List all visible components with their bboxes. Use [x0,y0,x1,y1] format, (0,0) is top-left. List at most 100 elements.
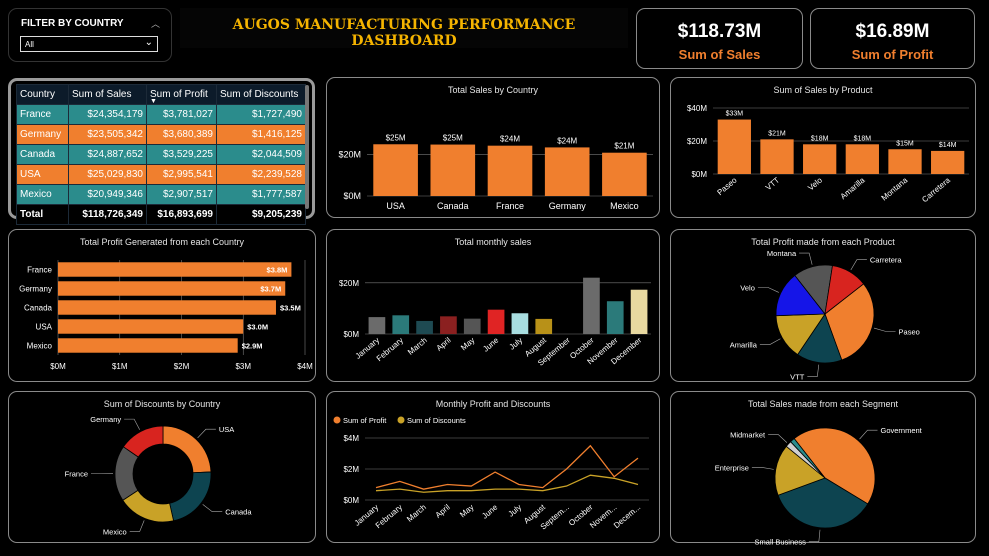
leader-line [873,327,896,332]
x-tick-label: Paseo [715,175,739,197]
chart-title: Sum of Discounts by Country [103,399,221,409]
value-cell: $2,995,541 [146,164,217,185]
table-header[interactable]: Sum of Profit ▼ [146,84,217,105]
x-tick-label: March [405,503,428,524]
leader-line [751,467,774,470]
table-header[interactable]: Sum of Sales [68,84,147,105]
value-cell: $3,529,225 [146,144,217,165]
table-header[interactable]: Sum of Discounts [216,84,306,105]
country-filter-dropdown[interactable]: All ⌄ [20,36,158,52]
total-cell: $9,205,239 [216,204,306,225]
data-label: $21M [614,142,634,151]
bar [845,144,879,174]
x-tick-label: March [406,336,429,357]
slice-label: VTT [790,373,805,382]
y-tick-label: Mexico [27,342,53,351]
value-cell: $24,887,652 [68,144,147,165]
table-scrollbar[interactable] [305,85,309,209]
filter-label: FILTER BY COUNTRY [21,18,124,29]
x-tick-label: Mexico [610,201,639,211]
x-tick-label: France [496,201,524,211]
pie-slice [169,471,212,522]
x-tick-label: Amarilla [839,175,867,201]
leader-line [807,364,820,377]
y-tick-label: $4M [343,434,359,443]
country-cell: Canada [16,144,69,165]
leader-line [757,287,779,293]
slice-label: France [65,469,88,478]
value-cell: $2,239,528 [216,164,306,185]
title-panel: AUGOS MANUFACTURING PERFORMANCE DASHBOAR… [180,8,628,49]
bar [888,149,922,174]
value-cell: $1,416,125 [216,124,306,145]
bar [803,144,837,174]
value-cell: $2,044,509 [216,144,306,165]
x-tick-label: Germany [549,201,587,211]
pie-slice [793,427,876,505]
y-tick-label: $2M [343,465,359,474]
table-header[interactable]: Country [16,84,69,105]
kpi-card-profit: $16.89M Sum of Profit [810,8,975,69]
filter-panel: FILTER BY COUNTRY ︿ All ⌄ [8,8,172,62]
country-table-panel: Country Sum of Sales Sum of Profit ▼ Sum … [8,78,315,225]
data-label: $2.9M [242,342,263,351]
discounts-by-country-panel: Sum of Discounts by Country USA Canada Mex… [8,391,316,543]
x-tick-label: $3M [235,362,251,371]
slice-label: Midmarket [730,430,766,439]
value-cell: $25,029,830 [68,164,147,185]
value-cell: $1,727,490 [216,104,306,125]
sales-by-product-panel: Sum of Sales by Product $0M $20M $40M $33M P… [670,77,976,218]
page-title: AUGOS MANUFACTURING PERFORMANCE DASHBOAR… [232,17,576,49]
x-tick-label: VTT [764,176,781,193]
pie-slice [790,438,826,479]
slice-label: Germany [90,415,121,424]
monthly-sales-panel: Total monthly sales $0M $20M January Februa… [326,229,660,382]
pie-slice [774,445,826,496]
leader-line [124,418,140,430]
table-row[interactable]: France $24,354,179 $3,781,027 $1,727,490 [16,104,306,125]
chart-title: Total Profit made from each Product [751,237,895,247]
profit-by-product-panel: Total Profit made from each Product Pase… [670,229,976,382]
bar [602,152,647,196]
y-tick-label: $20M [338,150,361,160]
x-tick-label: Velo [806,175,824,192]
value-cell: $23,505,342 [68,124,147,145]
bar [544,147,590,196]
legend-label: Sum of Profit [343,416,387,425]
chevron-down-icon: ⌄ [144,37,153,48]
x-tick-label: Canada [437,201,469,211]
total-cell: $16,893,699 [146,204,217,225]
y-tick-label: $40M [687,104,707,113]
chevron-up-icon[interactable]: ︿ [151,19,161,29]
bar [373,144,418,196]
bar [535,318,553,334]
data-label: $25M [443,134,463,143]
leader-line [850,259,867,271]
chart-title: Total Sales made from each Segment [747,399,899,409]
table-row[interactable]: Germany $23,505,342 $3,680,389 $1,416,125 [16,124,306,145]
data-label: $21M [768,130,786,137]
x-tick-label: April [435,336,453,353]
profit-by-product-chart: Paseo VTT Amarilla Velo Montana Carretera [730,249,920,382]
slice-label: Paseo [899,327,920,336]
table-row[interactable]: USA $25,029,830 $2,995,541 $2,239,528 [16,164,306,185]
slice-label: Carretera [870,256,903,265]
chart-title: Total monthly sales [454,237,532,247]
y-tick-label: $0M [691,170,707,179]
table-row[interactable]: Canada $24,887,652 $3,529,225 $2,044,509 [16,144,306,165]
bar [58,281,286,296]
leader-line [759,338,781,345]
table-row[interactable]: Mexico $20,949,346 $2,907,517 $1,777,587 [16,184,306,205]
x-tick-label: February [374,503,404,530]
bar [58,338,238,353]
kpi-value: $118.73M [677,21,762,42]
x-tick-label: $2M [174,362,190,371]
data-label: $24M [500,135,520,144]
slice-label: Government [881,426,923,435]
leader-line [808,529,821,543]
pie-slice [162,425,212,474]
bar [630,289,648,334]
slice-label: USA [219,425,234,434]
sales-by-product-chart: $0M $20M $40M $33M Paseo $21M VTT $18M Velo $18M A… [687,104,969,204]
